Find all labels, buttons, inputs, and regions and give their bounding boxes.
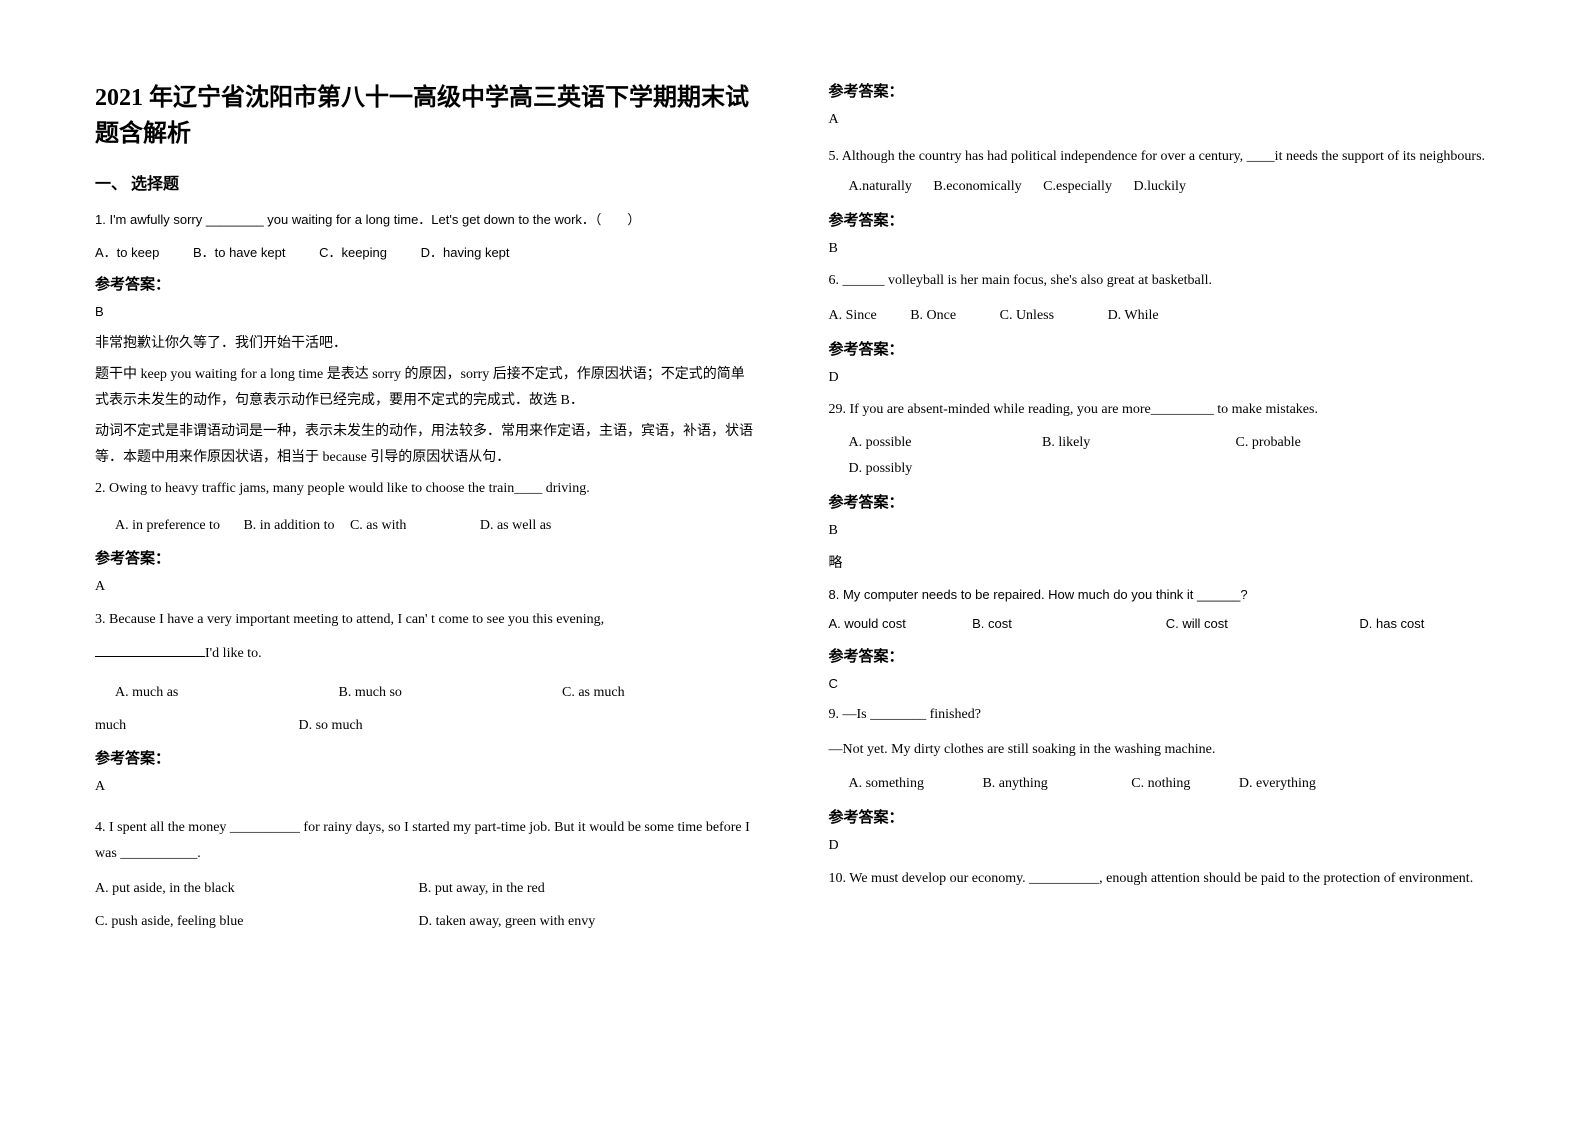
q3-opt-a: A. much as: [115, 680, 305, 707]
q4-opt-a: A. put aside, in the black: [95, 876, 385, 903]
q5-ans-label: 参考答案：: [829, 209, 1493, 230]
q6-ans: D: [829, 365, 1493, 392]
q3-blank: [95, 643, 205, 657]
q4-opt-b: B. put away, in the red: [419, 881, 545, 896]
q4-options-row1: A. put aside, in the black B. put away, …: [95, 876, 759, 903]
q7-note: 略: [829, 551, 1493, 578]
q2-opt-c: C. as with: [350, 518, 406, 533]
column-right: 参考答案： A 5. Although the country has had …: [829, 80, 1493, 1082]
q8-ans: C: [829, 672, 1493, 697]
q1-opt-a: A．to keep: [95, 245, 159, 260]
q2-opt-a: A. in preference to: [115, 518, 220, 533]
q1-text: 1. I'm awfully sorry ________ you waitin…: [95, 208, 759, 233]
doc-title: 2021 年辽宁省沈阳市第八十一高级中学高三英语下学期期末试题含解析: [95, 80, 759, 152]
q9-opt-a: A. something: [849, 776, 924, 791]
q2-opt-d: D. as well as: [480, 518, 552, 533]
q5-opt-c: C.especially: [1043, 179, 1112, 194]
q2-text: 2. Owing to heavy traffic jams, many peo…: [95, 476, 759, 503]
q9-ans-label: 参考答案：: [829, 806, 1493, 827]
q6-text: 6. ______ volleyball is her main focus, …: [829, 268, 1493, 295]
q3-opt-c-tail: much: [95, 713, 265, 740]
q9-options: A. something B. anything C. nothing D. e…: [829, 771, 1493, 798]
q2-ans: A: [95, 574, 759, 601]
q4-options-row2: C. push aside, feeling blue D. taken awa…: [95, 909, 759, 936]
q8-ans-label: 参考答案：: [829, 645, 1493, 666]
q6-opt-a: A. Since: [829, 308, 877, 323]
q8-options: A. would cost B. cost C. will cost D. ha…: [829, 612, 1493, 637]
q9-opt-b: B. anything: [982, 776, 1047, 791]
q4-ans: A: [829, 107, 1493, 134]
q1-opt-b: B．to have kept: [193, 245, 286, 260]
q2-opt-b: B. in addition to: [243, 518, 334, 533]
q8-opt-d: D. has cost: [1359, 616, 1424, 631]
q6-opt-c: C. Unless: [1000, 308, 1054, 323]
q4-ans-label: 参考答案：: [829, 80, 1493, 101]
q1-ans: B: [95, 300, 759, 325]
section-heading: 一、 选择题: [95, 170, 759, 194]
q1-options: A．to keep B．to have kept C．keeping D．hav…: [95, 241, 759, 266]
q1-opt-d: D．having kept: [421, 245, 510, 260]
q8-text: 8. My computer needs to be repaired. How…: [829, 583, 1493, 608]
q3-text-line2: I'd like to.: [95, 641, 759, 668]
q7-ans: B: [829, 518, 1493, 545]
q7-text: 29. If you are absent-minded while readi…: [829, 397, 1493, 424]
q7-options: A. possible B. likely C. probable D. pos…: [829, 430, 1493, 483]
q6-ans-label: 参考答案：: [829, 338, 1493, 359]
q3-options-row1: A. much as B. much so C. as much: [95, 680, 759, 707]
q1-expl-1: 非常抱歉让你久等了．我们开始干活吧．: [95, 331, 759, 358]
q5-opt-d: D.luckily: [1133, 179, 1186, 194]
q7-ans-label: 参考答案：: [829, 491, 1493, 512]
q3-ans-label: 参考答案：: [95, 747, 759, 768]
q9-text-b: —Not yet. My dirty clothes are still soa…: [829, 737, 1493, 764]
q5-text: 5. Although the country has had politica…: [829, 144, 1493, 171]
q9-opt-d: D. everything: [1239, 776, 1316, 791]
q7-opt-d: D. possibly: [849, 461, 913, 476]
q5-opt-a: A.naturally: [849, 179, 912, 194]
q6-opt-b: B. Once: [910, 308, 956, 323]
q4-opt-d: D. taken away, green with envy: [419, 914, 596, 929]
q8-opt-c: C. will cost: [1166, 612, 1326, 637]
q2-ans-label: 参考答案：: [95, 547, 759, 568]
q6-opt-d: D. While: [1108, 308, 1159, 323]
q1-opt-c: C．keeping: [319, 245, 387, 260]
q9-text-a: 9. —Is ________ finished?: [829, 702, 1493, 729]
q3-ans: A: [95, 774, 759, 801]
q8-opt-a: A. would cost: [829, 612, 939, 637]
q3-opt-b: B. much so: [339, 680, 529, 707]
q7-opt-b: B. likely: [1042, 430, 1202, 457]
q3-opt-d: D. so much: [299, 718, 363, 733]
q9-ans: D: [829, 833, 1493, 860]
q5-options: A.naturally B.economically C.especially …: [829, 174, 1493, 201]
column-left: 2021 年辽宁省沈阳市第八十一高级中学高三英语下学期期末试题含解析 一、 选择…: [95, 80, 759, 1082]
q5-ans: B: [829, 236, 1493, 263]
q10-text: 10. We must develop our economy. _______…: [829, 866, 1493, 893]
q1-ans-label: 参考答案：: [95, 273, 759, 294]
q3-opt-c: C. as much: [562, 685, 625, 700]
q3-text-post: I'd like to.: [205, 646, 262, 661]
q3-text-line1: 3. Because I have a very important meeti…: [95, 607, 759, 634]
q8-opt-b: B. cost: [972, 612, 1132, 637]
q7-opt-a: A. possible: [849, 430, 1009, 457]
q3-options-row2: much D. so much: [95, 713, 759, 740]
q4-text: 4. I spent all the money __________ for …: [95, 815, 759, 868]
q1-expl-2: 题干中 keep you waiting for a long time 是表达…: [95, 362, 759, 415]
q2-options: A. in preference to B. in addition to C.…: [95, 513, 759, 540]
q9-opt-c: C. nothing: [1131, 776, 1190, 791]
q7-opt-c: C. probable: [1236, 430, 1396, 457]
q1-expl-3: 动词不定式是非谓语动词是一种，表示未发生的动作，用法较多．常用来作定语，主语，宾…: [95, 419, 759, 472]
q6-options: A. Since B. Once C. Unless D. While: [829, 303, 1493, 330]
q4-opt-c: C. push aside, feeling blue: [95, 909, 385, 936]
q5-opt-b: B.economically: [933, 179, 1021, 194]
